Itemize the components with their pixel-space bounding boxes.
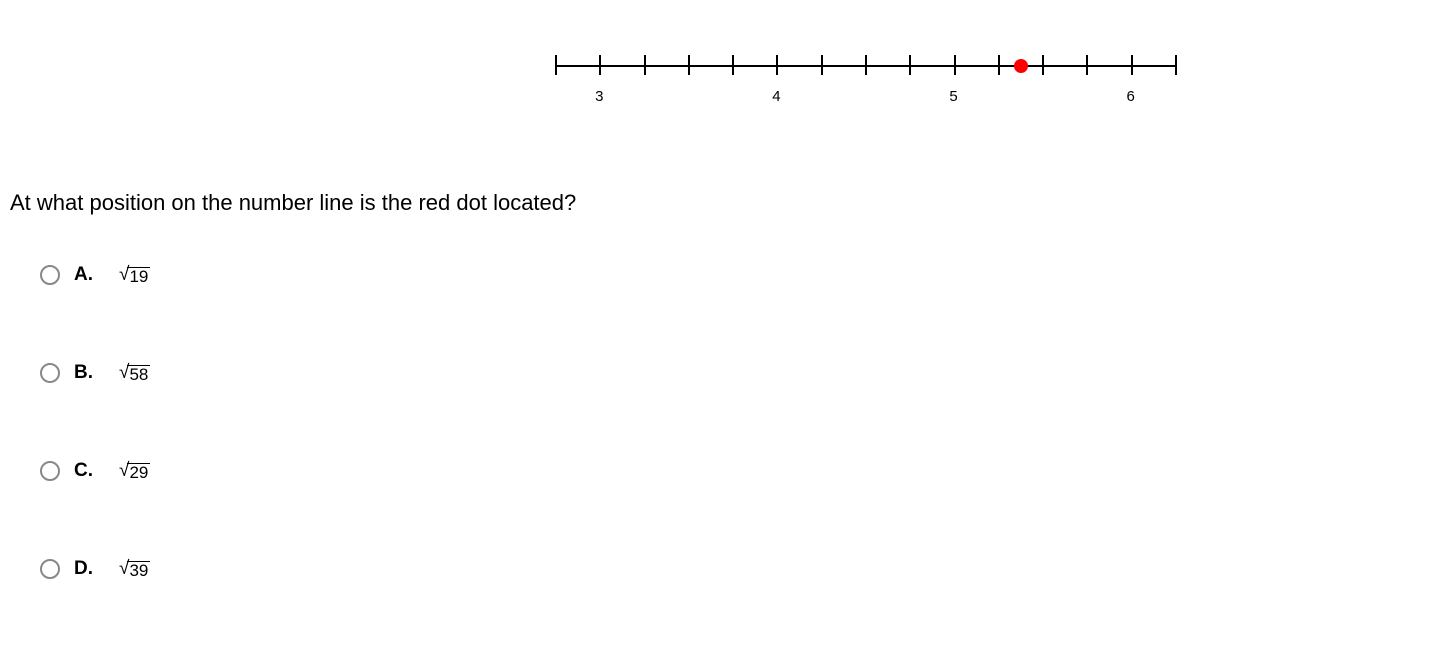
tick-label: 5: [949, 88, 957, 105]
sqrt-expression: √39: [119, 558, 150, 580]
option-value: √39: [119, 558, 150, 580]
sqrt-number: 19: [127, 267, 150, 285]
option-value: √58: [119, 362, 150, 384]
red-dot: [1014, 59, 1028, 73]
tick-label: 6: [1127, 88, 1135, 105]
option-row-c[interactable]: C. √29: [40, 456, 150, 486]
option-letter: C.: [74, 460, 104, 482]
tick-minor: [1086, 55, 1088, 75]
sqrt-expression: √58: [119, 362, 150, 384]
option-row-a[interactable]: A. √19: [40, 260, 150, 290]
tick-minor: [1175, 55, 1177, 75]
number-line: 3 4 5 6: [555, 40, 1175, 110]
tick-major: [954, 55, 956, 75]
option-letter: D.: [74, 558, 104, 580]
tick-minor: [1042, 55, 1044, 75]
radio-button[interactable]: [40, 363, 60, 383]
tick-minor: [821, 55, 823, 75]
radio-button[interactable]: [40, 265, 60, 285]
option-row-b[interactable]: B. √58: [40, 358, 150, 388]
number-line-container: 3 4 5 6: [555, 40, 1175, 110]
sqrt-number: 29: [127, 463, 150, 481]
tick-minor: [909, 55, 911, 75]
sqrt-number: 39: [127, 561, 150, 579]
tick-major: [599, 55, 601, 75]
sqrt-expression: √19: [119, 264, 150, 286]
tick-label: 4: [772, 88, 780, 105]
tick-major: [1131, 55, 1133, 75]
tick-minor: [865, 55, 867, 75]
option-value: √19: [119, 264, 150, 286]
sqrt-number: 58: [127, 365, 150, 383]
question-text: At what position on the number line is t…: [10, 190, 576, 216]
tick-minor: [732, 55, 734, 75]
tick-minor: [688, 55, 690, 75]
tick-minor: [644, 55, 646, 75]
tick-label: 3: [595, 88, 603, 105]
tick-major: [776, 55, 778, 75]
sqrt-expression: √29: [119, 460, 150, 482]
option-letter: B.: [74, 362, 104, 384]
tick-minor: [998, 55, 1000, 75]
option-letter: A.: [74, 264, 104, 286]
option-value: √29: [119, 460, 150, 482]
radio-button[interactable]: [40, 559, 60, 579]
tick-minor: [555, 55, 557, 75]
option-row-d[interactable]: D. √39: [40, 554, 150, 584]
options-container: A. √19 B. √58 C. √29 D. √39: [40, 260, 150, 652]
radio-button[interactable]: [40, 461, 60, 481]
